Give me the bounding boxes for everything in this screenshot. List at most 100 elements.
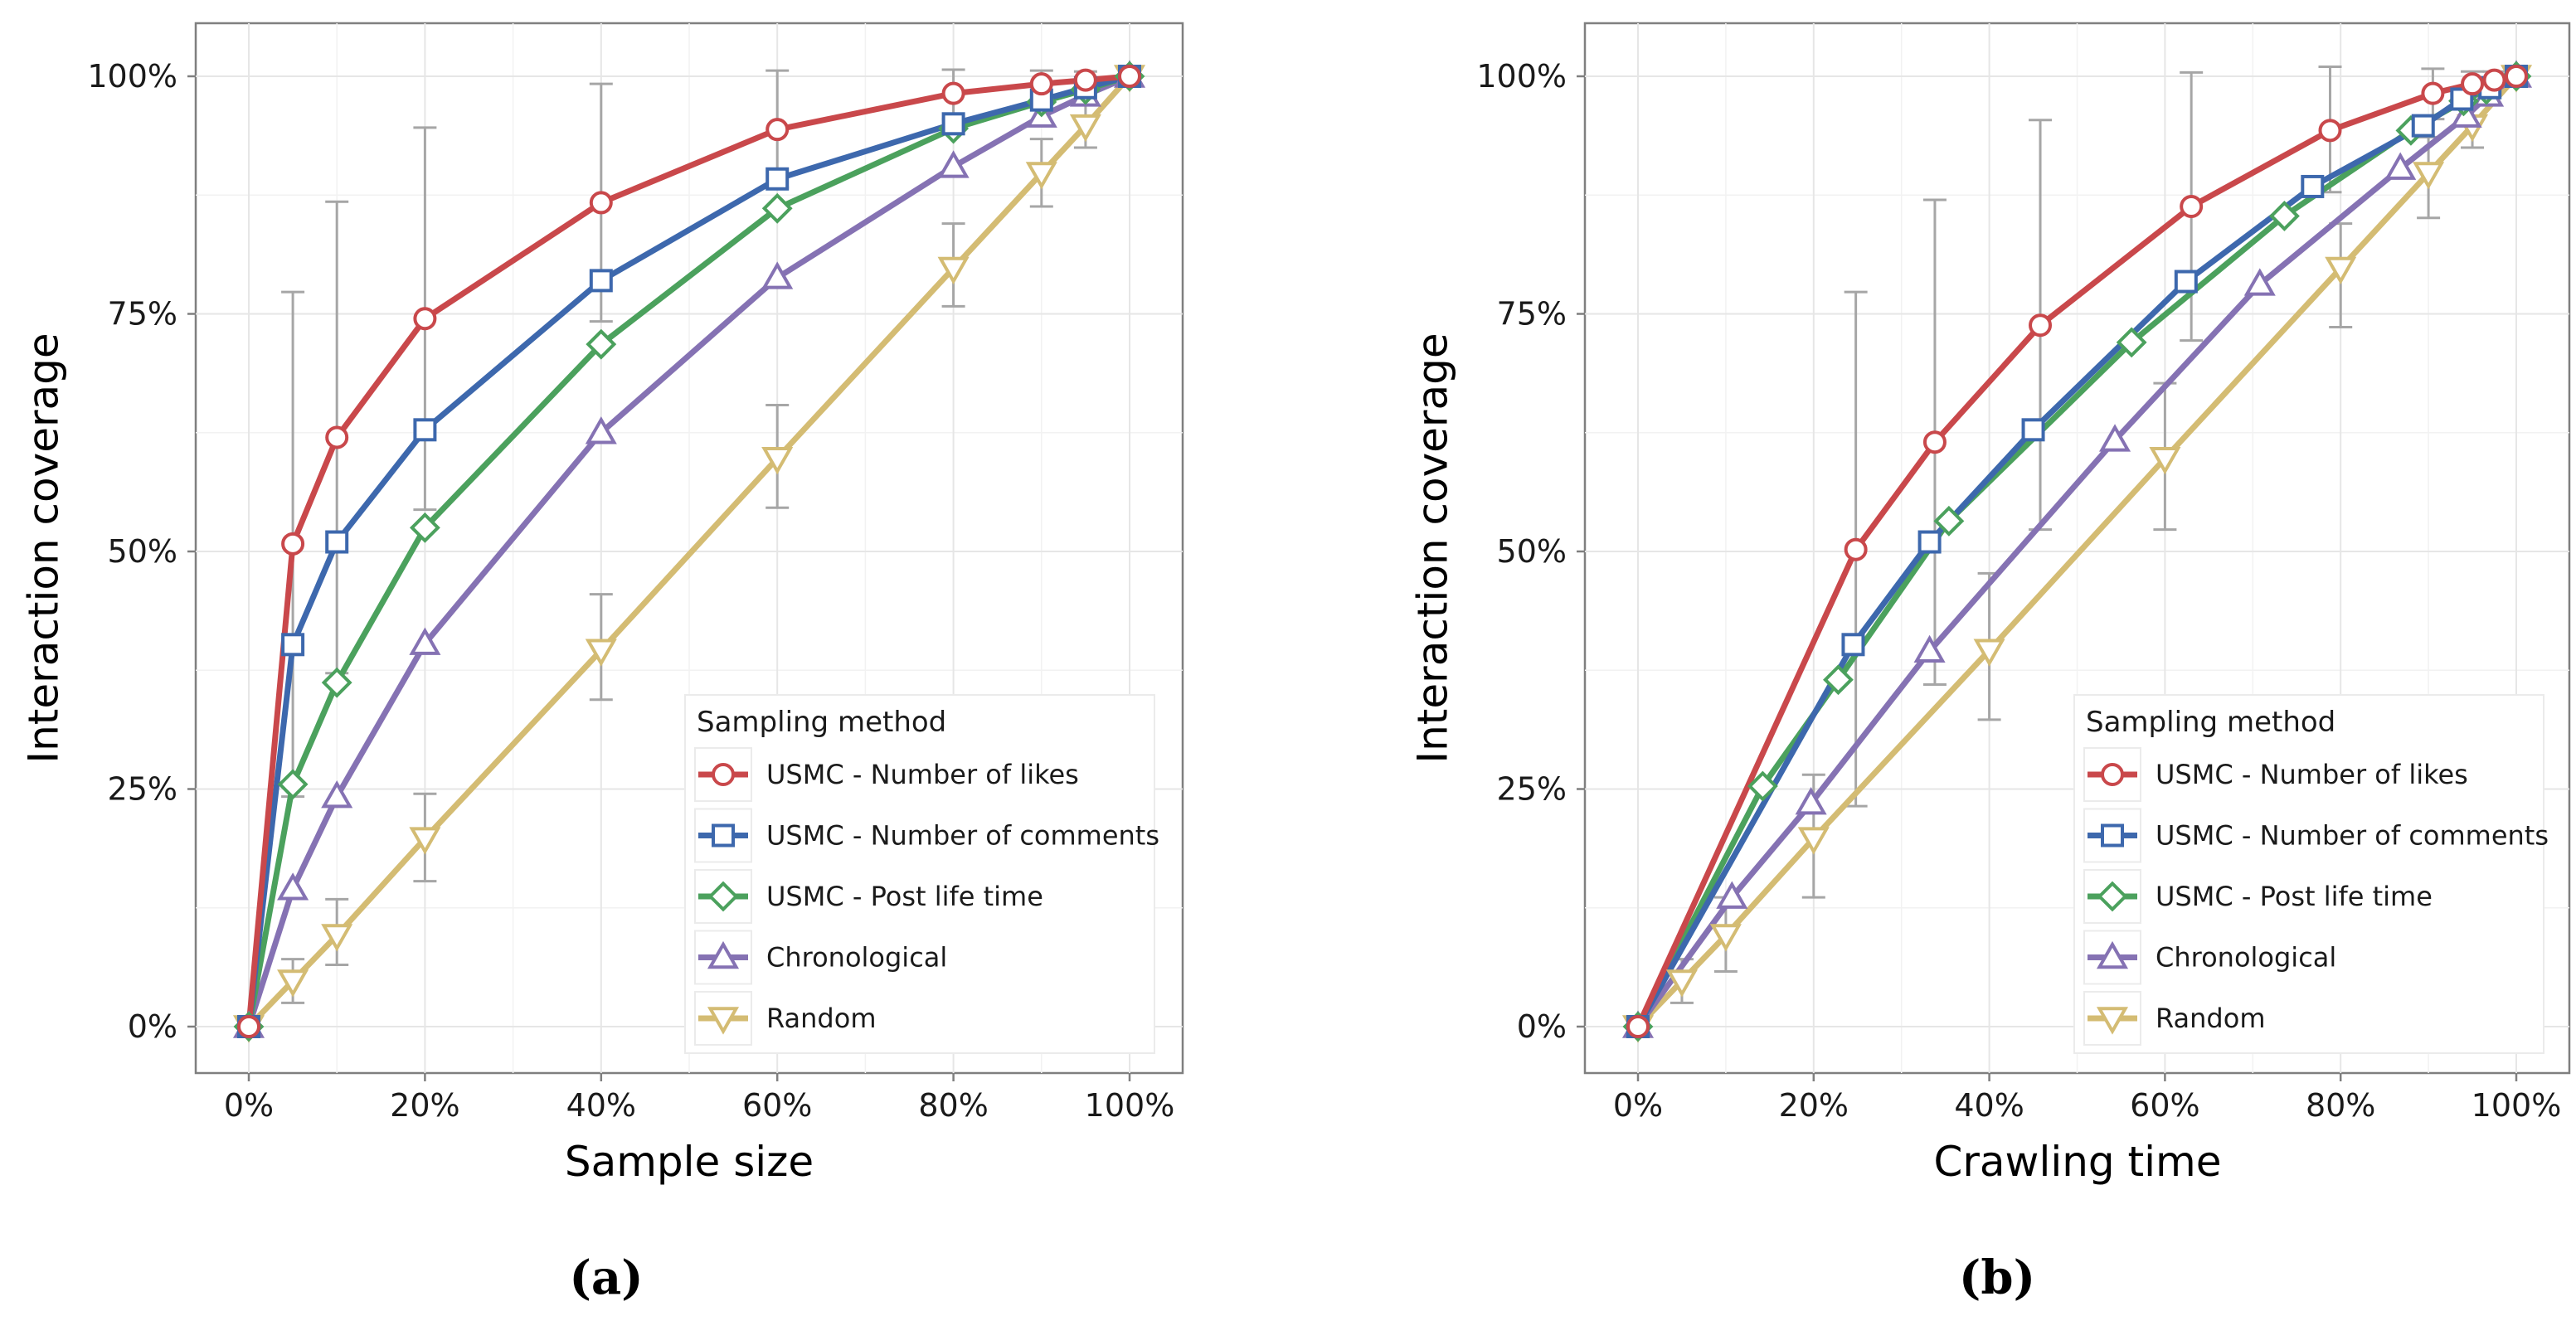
legend-key-3 xyxy=(694,930,752,985)
data-point xyxy=(1844,537,1868,561)
panel-label: (a) xyxy=(569,1251,643,1305)
legend-box xyxy=(2073,694,2544,1054)
data-point xyxy=(321,780,353,809)
legend-key-marker xyxy=(707,881,739,912)
data-point xyxy=(1841,633,1865,657)
data-point xyxy=(2029,313,2053,338)
x-tick-label: 20% xyxy=(390,1087,459,1124)
y-tick-label: 50% xyxy=(1497,533,1567,570)
data-point xyxy=(1665,969,1698,998)
chart-panel-1: 0% 20% 40% 60% 80% 100% 0% 25% 50% 75% 100% Sample … xyxy=(20,22,1184,1305)
y-axis-title: Interaction coverage xyxy=(1409,333,1457,763)
data-point xyxy=(2450,100,2482,128)
y-tick-label: 25% xyxy=(1497,771,1567,808)
data-point xyxy=(409,512,440,543)
legend-key-marker xyxy=(2096,1007,2129,1035)
data-point xyxy=(586,328,617,360)
legend-title: Sampling method xyxy=(697,706,946,739)
data-point xyxy=(1917,530,1942,554)
legend-key-2 xyxy=(694,869,752,924)
data-point xyxy=(941,112,965,136)
data-point xyxy=(937,256,970,285)
series-line-4 xyxy=(246,74,1132,1029)
data-point xyxy=(325,530,349,554)
series-line-1 xyxy=(245,73,1130,1027)
legend: Sampling method USMC - Number of likes USM… xyxy=(684,694,1159,1054)
data-point xyxy=(2098,424,2131,452)
data-point xyxy=(2174,270,2198,294)
data-point xyxy=(1823,664,1854,696)
x-tick-label: 100% xyxy=(1085,1087,1175,1124)
data-point xyxy=(281,532,305,556)
x-tick-label: 100% xyxy=(2472,1087,2562,1124)
data-point xyxy=(1795,787,1827,815)
y-tick-label: 100% xyxy=(87,58,177,95)
data-point xyxy=(2318,119,2342,143)
data-point xyxy=(321,667,352,698)
legend-key-4 xyxy=(2083,991,2141,1046)
legend-key-4 xyxy=(694,991,752,1046)
legend-label: Random xyxy=(2156,1003,2265,1034)
data-point xyxy=(761,446,794,475)
data-point xyxy=(937,150,970,178)
legend-key-0 xyxy=(694,747,752,802)
legend-label: Random xyxy=(766,1003,876,1034)
data-point xyxy=(1029,72,1053,96)
data-point xyxy=(1716,881,1748,909)
panel-label: (b) xyxy=(1959,1251,2035,1305)
legend-label: Chronological xyxy=(2156,942,2336,974)
data-point xyxy=(2325,256,2357,285)
data-point xyxy=(2413,162,2445,190)
data-point xyxy=(1922,430,1947,454)
series-line-0 xyxy=(245,73,1130,1027)
data-point xyxy=(1973,639,2005,667)
data-point xyxy=(2243,268,2276,296)
x-axis-title: Sample size xyxy=(565,1138,814,1186)
data-point xyxy=(761,261,794,289)
data-point xyxy=(413,418,437,442)
legend-key-1 xyxy=(2083,808,2141,863)
data-point xyxy=(1626,1015,1650,1038)
legend-key-marker xyxy=(2101,763,2124,786)
x-axis-title: Crawling time xyxy=(1933,1138,2221,1186)
data-point xyxy=(766,118,790,142)
series-line-3 xyxy=(245,73,1131,1028)
series-line-4 xyxy=(1636,74,2519,1029)
data-point xyxy=(1709,924,1742,952)
legend-key-marker xyxy=(2101,823,2124,847)
data-point xyxy=(2505,65,2528,88)
data-point xyxy=(281,633,305,657)
data-point xyxy=(1069,114,1101,143)
data-point xyxy=(589,191,613,215)
data-point xyxy=(413,307,437,331)
data-point xyxy=(2268,201,2300,231)
legend-key-3 xyxy=(2083,930,2141,985)
y-tick-label: 0% xyxy=(128,1008,177,1045)
legend-label: USMC - Number of comments xyxy=(2156,820,2549,852)
data-point xyxy=(237,1015,260,1038)
data-point xyxy=(1913,634,1946,663)
legend-key-marker xyxy=(2096,940,2129,969)
x-tick-label: 60% xyxy=(742,1087,812,1124)
legend-label: USMC - Number of likes xyxy=(766,759,1079,790)
legend-label: USMC - Number of comments xyxy=(766,820,1159,852)
data-point xyxy=(1747,770,1778,802)
y-tick-label: 25% xyxy=(108,771,177,808)
data-point xyxy=(1118,65,1141,88)
x-tick-label: 40% xyxy=(566,1087,636,1124)
data-point xyxy=(761,192,793,224)
data-point xyxy=(589,269,613,293)
data-point xyxy=(2421,81,2445,105)
x-tick-label: 40% xyxy=(1954,1087,2024,1124)
legend-key-marker xyxy=(707,1007,740,1035)
data-point xyxy=(2116,327,2147,358)
data-point xyxy=(277,872,309,901)
legend-key-marker xyxy=(712,763,735,786)
x-tick-label: 0% xyxy=(224,1087,274,1124)
data-point xyxy=(1073,68,1097,92)
chart-panel-2: 0% 20% 40% 60% 80% 100% 0% 25% 50% 75% 100% Crawlin… xyxy=(1409,22,2571,1305)
legend-title: Sampling method xyxy=(2086,706,2335,739)
legend: Sampling method USMC - Number of likes USM… xyxy=(2073,694,2549,1054)
data-point xyxy=(409,827,441,855)
